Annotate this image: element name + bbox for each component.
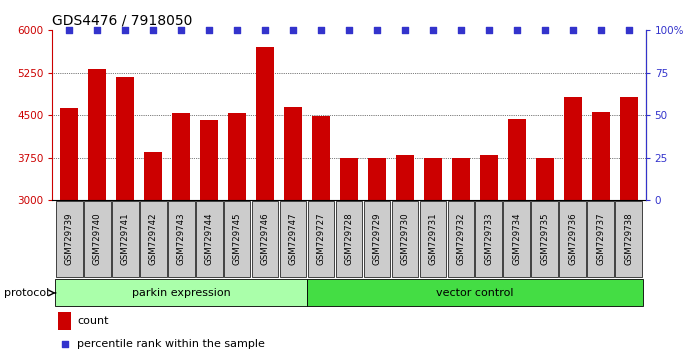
- Point: [288, 27, 299, 33]
- Bar: [144, 152, 162, 200]
- Point: [64, 27, 75, 33]
- Bar: [531, 201, 558, 277]
- Text: GSM729728: GSM729728: [345, 213, 353, 265]
- Bar: [620, 97, 638, 200]
- Text: GSM729746: GSM729746: [260, 213, 269, 265]
- Bar: [200, 120, 218, 200]
- Text: parkin expression: parkin expression: [132, 288, 230, 298]
- Text: GSM729743: GSM729743: [177, 213, 186, 265]
- Bar: [424, 158, 442, 200]
- Bar: [308, 201, 334, 277]
- Text: GSM729735: GSM729735: [540, 213, 549, 265]
- Bar: [560, 201, 586, 277]
- Point: [483, 27, 494, 33]
- Text: GSM729741: GSM729741: [121, 213, 130, 265]
- Point: [371, 27, 383, 33]
- Text: GSM729747: GSM729747: [288, 213, 297, 265]
- Bar: [364, 201, 390, 277]
- Text: GSM729739: GSM729739: [65, 213, 74, 265]
- Text: GSM729736: GSM729736: [568, 213, 577, 265]
- Bar: [307, 279, 643, 307]
- Point: [260, 27, 271, 33]
- Text: GSM729742: GSM729742: [149, 213, 158, 265]
- Bar: [56, 201, 82, 277]
- Bar: [284, 107, 302, 200]
- Bar: [447, 201, 475, 277]
- Bar: [251, 201, 279, 277]
- Bar: [312, 116, 330, 200]
- Bar: [368, 158, 386, 200]
- Point: [512, 27, 523, 33]
- Point: [204, 27, 215, 33]
- Bar: [588, 201, 614, 277]
- Bar: [396, 155, 414, 200]
- Bar: [256, 47, 274, 200]
- Bar: [223, 201, 251, 277]
- Point: [315, 27, 327, 33]
- Text: GSM729729: GSM729729: [373, 213, 382, 265]
- Bar: [475, 201, 503, 277]
- Point: [567, 27, 579, 33]
- Bar: [280, 201, 306, 277]
- Text: GSM729727: GSM729727: [316, 213, 325, 265]
- Bar: [508, 119, 526, 200]
- Point: [427, 27, 438, 33]
- Bar: [480, 155, 498, 200]
- Bar: [88, 69, 106, 200]
- Point: [540, 27, 551, 33]
- Bar: [60, 108, 78, 200]
- Bar: [536, 158, 554, 200]
- Bar: [503, 201, 530, 277]
- Point: [232, 27, 243, 33]
- Text: GSM729740: GSM729740: [93, 213, 102, 265]
- Bar: [592, 112, 610, 200]
- Point: [455, 27, 466, 33]
- Bar: [452, 158, 470, 200]
- Text: percentile rank within the sample: percentile rank within the sample: [77, 339, 265, 349]
- Text: GSM729745: GSM729745: [232, 213, 242, 265]
- Text: GSM729731: GSM729731: [429, 213, 438, 265]
- Point: [147, 27, 158, 33]
- Bar: [340, 158, 358, 200]
- Bar: [140, 201, 167, 277]
- Text: vector control: vector control: [436, 288, 514, 298]
- Bar: [55, 279, 307, 307]
- Bar: [168, 201, 195, 277]
- Bar: [616, 201, 642, 277]
- Bar: [195, 201, 223, 277]
- Text: GSM729738: GSM729738: [624, 213, 633, 265]
- Point: [623, 27, 634, 33]
- Text: GSM729730: GSM729730: [401, 213, 410, 265]
- Point: [91, 27, 103, 33]
- Point: [119, 27, 131, 33]
- Bar: [116, 76, 134, 200]
- Text: GSM729737: GSM729737: [596, 213, 605, 265]
- Bar: [419, 201, 447, 277]
- Bar: [564, 97, 582, 200]
- Point: [59, 341, 70, 347]
- Bar: [172, 113, 190, 200]
- Point: [595, 27, 607, 33]
- Text: GDS4476 / 7918050: GDS4476 / 7918050: [52, 13, 193, 28]
- Text: count: count: [77, 316, 109, 326]
- Text: GSM729733: GSM729733: [484, 213, 493, 265]
- Point: [175, 27, 186, 33]
- Bar: [112, 201, 138, 277]
- Text: GSM729744: GSM729744: [205, 213, 214, 265]
- Bar: [392, 201, 418, 277]
- Text: protocol: protocol: [3, 288, 49, 298]
- Bar: [336, 201, 362, 277]
- Bar: [84, 201, 110, 277]
- Bar: [59, 312, 71, 330]
- Bar: [228, 113, 246, 200]
- Text: GSM729734: GSM729734: [512, 213, 521, 265]
- Point: [343, 27, 355, 33]
- Text: GSM729732: GSM729732: [456, 213, 466, 265]
- Point: [399, 27, 410, 33]
